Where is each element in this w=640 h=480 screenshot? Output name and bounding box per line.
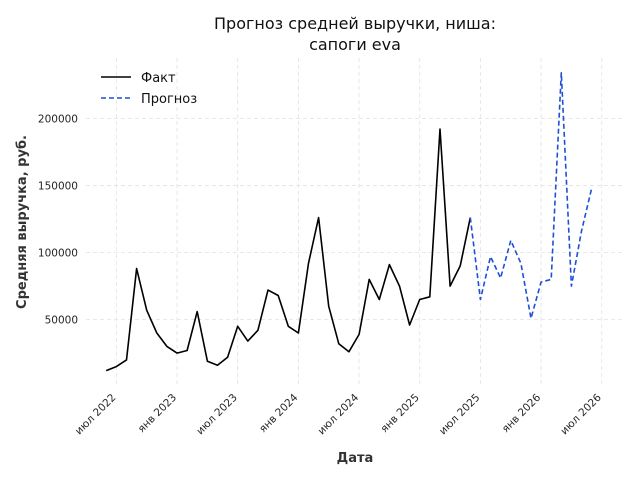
y-tick-label: 100000 [38,248,78,260]
y-tick-label: 150000 [38,180,78,192]
x-axis-label: Дата [337,451,374,466]
series-line-forecast [469,72,593,320]
legend-label-fact: Факт [141,71,176,86]
legend-label-forecast: Прогноз [141,92,197,107]
legend: Факт Прогноз [101,71,197,107]
x-axis-ticks: июл 2022 янв 2023 июл 2023 янв 2024 июл 2024… [73,391,604,437]
x-tick-label: янв 2026 [500,391,544,435]
y-tick-label: 50000 [45,315,78,327]
y-tick-label: 200000 [38,113,78,125]
x-tick-label: янв 2023 [136,392,179,435]
x-tick-label: янв 2025 [378,392,421,435]
y-axis-label: Средняя выручка, руб. [15,135,30,309]
x-tick-label: июл 2024 [316,391,362,437]
x-tick-label: янв 2024 [257,391,301,435]
x-tick-label: июл 2023 [194,392,240,438]
y-axis-ticks: 50000 100000 150000 200000 [38,113,78,326]
plot-series [105,72,593,372]
series-line-fact [105,128,472,372]
grid [86,58,622,384]
x-tick-label: июл 2025 [437,392,483,438]
x-tick-label: июл 2026 [558,391,604,437]
x-tick-label: июл 2022 [73,392,119,438]
chart-title-line-2: сапоги eva [309,35,401,54]
chart-title-line-1: Прогноз средней выручки, ниша: [214,14,496,33]
